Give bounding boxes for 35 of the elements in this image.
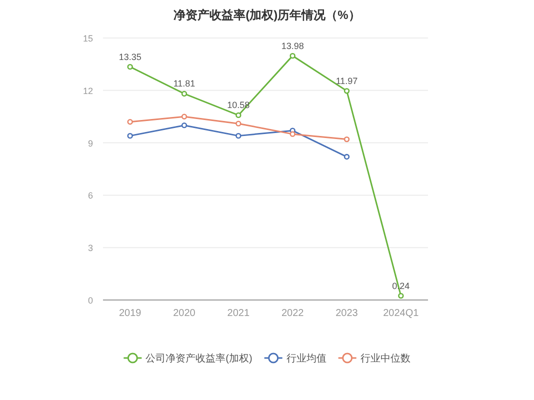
legend-label: 行业中位数 xyxy=(360,352,410,364)
data-label: 11.81 xyxy=(173,78,196,89)
point xyxy=(344,136,350,142)
x-tick-label: 2021 xyxy=(227,308,250,319)
x-tick-label: 2024Q1 xyxy=(383,308,420,319)
y-tick-label: 12 xyxy=(82,86,93,96)
chart-title: 净资产收益率(加权)历年情况（%） xyxy=(174,8,360,22)
x-tick-label: 2023 xyxy=(336,308,358,319)
y-tick-label: 6 xyxy=(88,190,93,201)
point xyxy=(344,88,350,94)
point xyxy=(398,292,404,299)
x-tick-label: 2020 xyxy=(173,308,196,319)
point xyxy=(236,120,242,126)
y-tick-label: 9 xyxy=(88,138,93,148)
point xyxy=(181,90,188,97)
point xyxy=(127,118,133,125)
point xyxy=(344,154,350,160)
data-label: 11.97 xyxy=(336,76,358,86)
legend-label: 行业均值 xyxy=(286,352,326,364)
x-tick-label: 2019 xyxy=(118,308,142,319)
y-tick-label: 15 xyxy=(82,34,93,44)
point xyxy=(127,132,133,139)
point xyxy=(290,52,296,59)
point xyxy=(181,114,188,120)
point xyxy=(290,131,296,137)
data-label: 13.35 xyxy=(118,52,142,62)
point xyxy=(236,112,242,118)
point xyxy=(236,132,242,139)
x-tick-label: 2022 xyxy=(281,308,304,319)
y-tick-label: 3 xyxy=(88,243,93,254)
data-label: 13.98 xyxy=(281,40,304,51)
y-tick-label: 0 xyxy=(88,296,93,306)
point xyxy=(181,122,188,128)
legend-label: 公司净资产收益率(加权) xyxy=(146,352,252,364)
point xyxy=(127,64,133,70)
